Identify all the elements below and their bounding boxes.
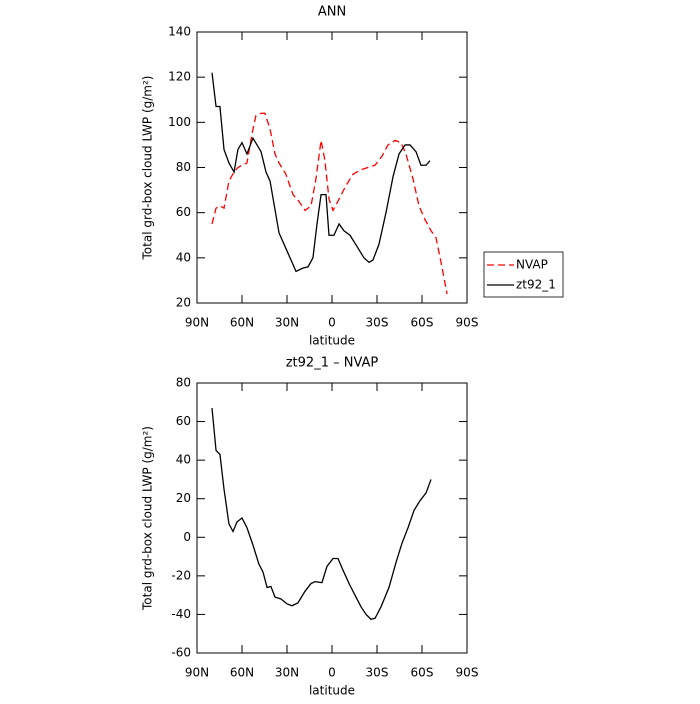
x-tick-label: 60S: [411, 666, 434, 680]
x-tick-label: 60S: [411, 316, 434, 330]
x-tick-label: 90S: [456, 316, 479, 330]
y-tick-label: 140: [168, 25, 191, 39]
x-tick-label: 30N: [275, 666, 299, 680]
y-tick-label: 120: [168, 70, 191, 84]
y-tick-label: 80: [176, 160, 191, 174]
y-axis-label: Total grd-box cloud LWP (g/m²): [141, 76, 155, 261]
data-line: [211, 408, 432, 620]
y-tick-label: 0: [183, 530, 191, 544]
x-tick-label: 90N: [185, 666, 209, 680]
x-tick-label: 90S: [456, 666, 479, 680]
y-tick-label: 20: [176, 296, 191, 310]
y-tick-label: -20: [171, 568, 191, 582]
y-tick-label: -60: [171, 646, 191, 660]
legend-label: NVAP: [516, 258, 548, 272]
y-tick-label: 40: [176, 453, 191, 467]
y-tick-label: -40: [171, 607, 191, 621]
x-axis-label: latitude: [309, 684, 355, 698]
x-tick-label: 60N: [230, 666, 254, 680]
x-tick-label: 30N: [275, 316, 299, 330]
y-tick-label: 100: [168, 115, 191, 129]
x-tick-label: 0: [328, 666, 336, 680]
y-tick-label: 40: [176, 250, 191, 264]
chart-title: zt92_1 – NVAP: [286, 356, 379, 371]
y-tick-label: 80: [176, 376, 191, 390]
y-tick-label: 20: [176, 491, 191, 505]
x-tick-label: 30S: [366, 316, 389, 330]
chart-title: ANN: [318, 5, 346, 20]
legend-label: zt92_1: [516, 278, 556, 292]
y-tick-label: 60: [176, 414, 191, 428]
plot-frame: [196, 31, 468, 304]
data-line: [211, 72, 431, 273]
legend-box: [483, 251, 564, 298]
x-tick-label: 0: [328, 316, 336, 330]
x-tick-label: 60N: [230, 316, 254, 330]
data-line: [211, 112, 448, 295]
y-axis-label: Total grd-box cloud LWP (g/m²): [141, 426, 155, 611]
plot-frame: [196, 382, 468, 654]
x-tick-label: 30S: [366, 666, 389, 680]
x-tick-label: 90N: [185, 316, 209, 330]
y-tick-label: 60: [176, 205, 191, 219]
x-axis-label: latitude: [309, 334, 355, 348]
